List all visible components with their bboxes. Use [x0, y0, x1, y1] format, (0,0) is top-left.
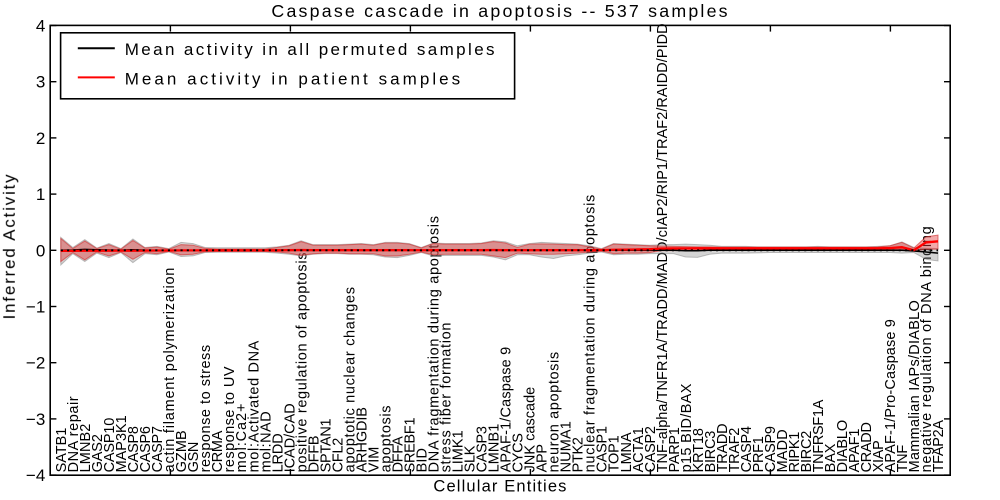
svg-text:−2: −2: [26, 354, 45, 373]
svg-text:CASP3: CASP3: [475, 426, 491, 472]
svg-text:LMNB1: LMNB1: [487, 424, 503, 473]
svg-text:PARP1: PARP1: [667, 427, 683, 472]
svg-text:CYCS: CYCS: [511, 433, 527, 472]
svg-text:ACTA1: ACTA1: [631, 427, 647, 472]
svg-text:DFFB: DFFB: [306, 436, 322, 473]
svg-text:APP: APP: [535, 444, 551, 472]
svg-text:DIABLO: DIABLO: [835, 420, 851, 472]
svg-text:JNK cascade: JNK cascade: [523, 387, 539, 473]
svg-text:KRT18: KRT18: [691, 428, 707, 472]
svg-text:CASP7: CASP7: [150, 426, 166, 472]
svg-text:Mammalian IAPs/DIABLO: Mammalian IAPs/DIABLO: [907, 300, 923, 472]
svg-text:actin filament polymerization: actin filament polymerization: [162, 267, 178, 473]
svg-text:negative regulation of DNA bin: negative regulation of DNA binding: [919, 226, 935, 473]
svg-text:TNFRSF1A: TNFRSF1A: [811, 399, 827, 472]
svg-text:GZMB: GZMB: [174, 430, 190, 472]
svg-text:GSN: GSN: [186, 442, 202, 473]
svg-text:ICAD/CAD: ICAD/CAD: [282, 403, 298, 472]
svg-text:CFL2: CFL2: [330, 438, 346, 473]
svg-text:response to stress: response to stress: [198, 344, 214, 472]
svg-text:stress fiber formation: stress fiber formation: [439, 322, 455, 473]
svg-text:CASP1: CASP1: [595, 426, 611, 472]
svg-text:nuclear fragmentation during a: nuclear fragmentation during apoptosis: [583, 194, 599, 472]
svg-text:mol:NAD: mol:NAD: [258, 411, 274, 473]
svg-text:DNA repair: DNA repair: [66, 396, 82, 473]
svg-text:response to UV: response to UV: [222, 366, 238, 472]
svg-text:BIRC3: BIRC3: [703, 431, 719, 473]
svg-text:2: 2: [36, 129, 45, 148]
svg-text:APAF-1/Pro-Caspase 9: APAF-1/Pro-Caspase 9: [883, 319, 899, 472]
svg-text:CASP4: CASP4: [739, 426, 755, 472]
svg-text:APAF1: APAF1: [847, 429, 863, 473]
svg-text:PTK2: PTK2: [571, 437, 587, 472]
svg-text:−4: −4: [26, 466, 45, 485]
svg-text:DNA fragmentation during apopt: DNA fragmentation during apoptosis: [427, 215, 443, 472]
svg-text:LMNB2: LMNB2: [78, 424, 94, 473]
svg-text:apoptotic nuclear changes: apoptotic nuclear changes: [342, 286, 358, 472]
svg-text:CASP8: CASP8: [126, 426, 142, 472]
svg-text:Mean activity in all permuted: Mean activity in all permuted samples: [125, 40, 497, 59]
svg-text:ARHGDIB: ARHGDIB: [354, 407, 370, 472]
svg-text:SPTAN1: SPTAN1: [318, 418, 334, 472]
svg-text:CRADD: CRADD: [859, 422, 875, 472]
svg-text:CRMA: CRMA: [210, 430, 226, 472]
svg-text:mol:Ca2+: mol:Ca2+: [234, 403, 250, 473]
svg-text:CASP6: CASP6: [138, 426, 154, 472]
svg-text:p15 BID/BAX: p15 BID/BAX: [679, 383, 695, 472]
svg-text:CASP10: CASP10: [102, 418, 118, 473]
svg-text:CASP2: CASP2: [643, 426, 659, 472]
svg-text:3: 3: [36, 73, 45, 92]
svg-text:apoptosis: apoptosis: [378, 405, 394, 472]
svg-text:Cellular Entities: Cellular Entities: [433, 478, 567, 496]
svg-text:positive regulation of apoptos: positive regulation of apoptosis: [294, 252, 310, 473]
svg-text:BID: BID: [415, 448, 431, 473]
svg-text:SATB1: SATB1: [54, 428, 70, 473]
svg-text:LMNA: LMNA: [619, 432, 635, 472]
svg-text:TRAF2: TRAF2: [727, 428, 743, 473]
svg-text:TOP1: TOP1: [607, 435, 623, 472]
svg-text:APAF-1/Caspase 9: APAF-1/Caspase 9: [499, 347, 515, 473]
svg-text:TFAP2A: TFAP2A: [931, 420, 947, 473]
svg-text:BAX: BAX: [823, 443, 839, 472]
svg-text:LIMK1: LIMK1: [451, 430, 467, 472]
svg-text:−1: −1: [26, 298, 45, 317]
svg-text:LRDD: LRDD: [270, 433, 286, 472]
svg-text:BIRC2: BIRC2: [799, 431, 815, 473]
svg-text:DFFA: DFFA: [390, 436, 406, 472]
svg-text:Caspase cascade in apoptosis -: Caspase cascade in apoptosis -- 537 samp…: [271, 1, 729, 21]
svg-text:MAP3K1: MAP3K1: [114, 415, 130, 472]
svg-text:PRF1: PRF1: [751, 436, 767, 472]
svg-text:RIPK1: RIPK1: [787, 432, 803, 473]
svg-text:XIAP: XIAP: [871, 441, 887, 473]
svg-text:MADD: MADD: [775, 429, 791, 472]
svg-text:TNF: TNF: [895, 445, 911, 473]
svg-text:4: 4: [36, 17, 45, 36]
svg-text:TRADD: TRADD: [715, 424, 731, 473]
svg-text:Mean activity in patient sampl: Mean activity in patient samples: [125, 69, 464, 88]
svg-text:GAS2: GAS2: [90, 434, 106, 472]
svg-text:Inferred Activity: Inferred Activity: [0, 173, 19, 320]
svg-text:VIM: VIM: [366, 447, 382, 473]
svg-text:1: 1: [36, 185, 45, 204]
svg-text:CASP9: CASP9: [763, 426, 779, 472]
svg-text:neuron apoptosis: neuron apoptosis: [547, 351, 563, 472]
svg-text:SLK: SLK: [463, 445, 479, 472]
svg-text:SREBF1: SREBF1: [403, 418, 419, 473]
svg-text:−3: −3: [26, 410, 45, 429]
svg-text:mol:Activated DNA: mol:Activated DNA: [246, 340, 262, 472]
svg-text:0: 0: [36, 241, 45, 260]
svg-text:NUMA1: NUMA1: [559, 421, 575, 472]
